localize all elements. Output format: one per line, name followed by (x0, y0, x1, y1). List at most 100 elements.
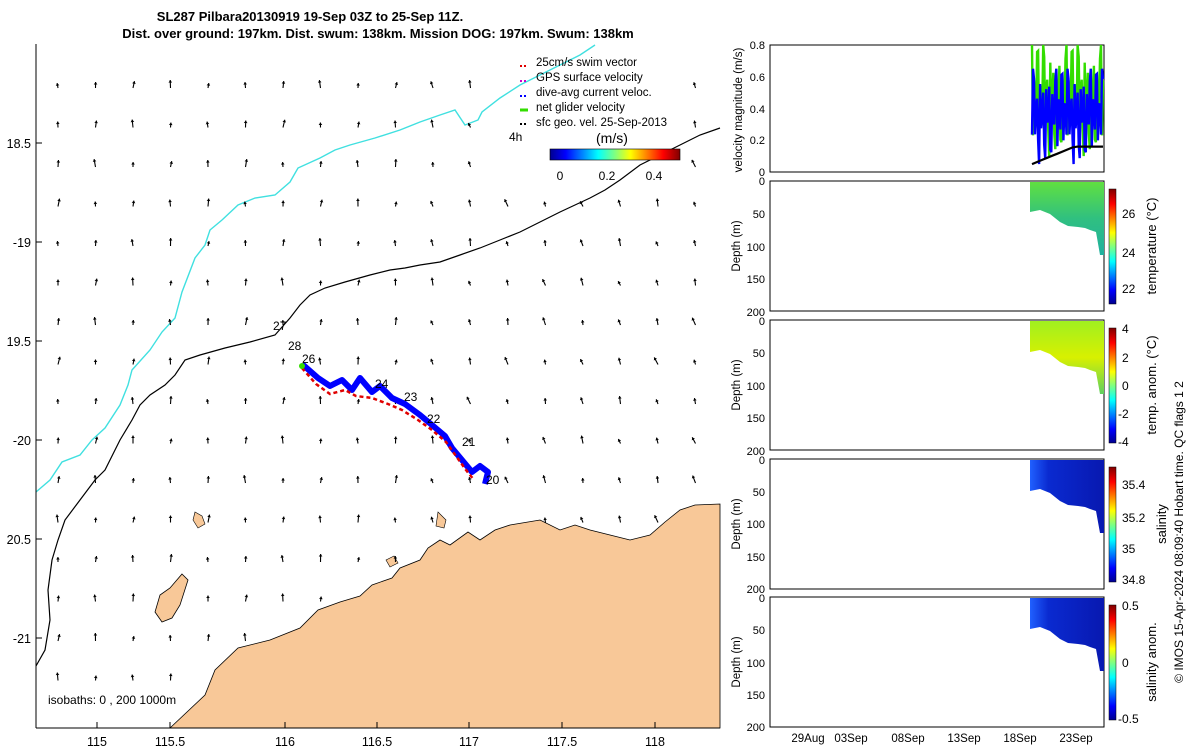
sfc-velocity-arrow (467, 199, 472, 207)
sfc-velocity-arrow (655, 279, 659, 286)
sfc-velocity-arrow (318, 438, 323, 444)
sfc-velocity-arrow (541, 278, 546, 286)
sfc-velocity-arrow (393, 517, 397, 523)
map-y-tick-label: -19 (13, 236, 31, 250)
legend-label-dive-avg: dive-avg current veloc. (536, 87, 652, 99)
sfc-velocity-arrow (504, 199, 509, 207)
sfc-velocity-arrow (243, 555, 248, 563)
sfc-velocity-arrow (244, 278, 248, 286)
sfc-velocity-arrow (429, 81, 434, 89)
depth-tick: 100 (747, 658, 765, 670)
temperature-panel: Depth (m) 26 24 22 temperature (°C) (731, 180, 1159, 312)
temperature-data-fill (1030, 182, 1104, 255)
sfc-velocity-arrow (169, 553, 173, 563)
figure-title: SL287 Pilbara20130919 19-Sep 03Z to 25-S… (157, 9, 463, 24)
day-label: 21 (462, 435, 476, 449)
sfc-velocity-arrow (168, 634, 173, 642)
sfc-velocity-arrow (542, 436, 547, 444)
sfc-velocity-arrow (281, 358, 286, 365)
sfc-velocity-arrow (131, 200, 136, 207)
sfc-velocity-arrow (655, 198, 660, 207)
sfc-velocity-arrow (57, 198, 61, 207)
sfc-velocity-arrow (355, 159, 360, 168)
isobath-note: isobaths: 0 , 200 1000m (48, 693, 176, 707)
sfc-velocity-arrow (243, 120, 248, 128)
temp-anomaly-y-label: Depth (m) (731, 359, 743, 410)
sfc-velocity-arrow (94, 397, 98, 405)
sfc-velocity-arrow (356, 398, 361, 405)
map-x-tick-label: 117 (459, 735, 479, 749)
sfc-velocity-arrow (169, 161, 173, 168)
temperature-colorbar (1108, 188, 1117, 305)
sfc-velocity-arrow (357, 279, 361, 286)
sfc-velocity-arrow (543, 359, 547, 365)
sfc-velocity-arrow (430, 516, 434, 523)
map-x-tick-label: 118 (645, 735, 665, 749)
legend-label-gps: GPS surface velocity (536, 72, 643, 84)
map-colorbar (549, 148, 681, 161)
day-label: 23 (404, 390, 418, 404)
time-tick-label: 23Sep (1059, 733, 1092, 745)
sfc-velocity-arrow (356, 240, 361, 247)
temp-anomaly-colorbar-tick: 4 (1122, 322, 1129, 336)
depth-tick: 200 (747, 307, 765, 319)
temp-anomaly-colorbar-label: temp. anom. (°C) (1144, 335, 1159, 434)
sfc-velocity-arrow (131, 319, 135, 326)
depth-tick: 0 (759, 316, 765, 328)
sfc-velocity-arrow (56, 437, 60, 444)
sfc-velocity-arrow (505, 241, 509, 247)
sfc-velocity-arrow (57, 476, 61, 484)
salinity-anomaly-y-label: Depth (m) (731, 636, 743, 687)
island-small-2 (192, 511, 206, 529)
sfc-velocity-arrow (168, 476, 172, 484)
sfc-velocity-arrow (206, 240, 211, 247)
sfc-velocity-arrow (281, 80, 286, 89)
sfc-velocity-arrow (617, 319, 622, 326)
sfc-velocity-arrow (205, 556, 210, 563)
sfc-velocity-arrow (356, 514, 361, 523)
map-y-tick-label: 20.5 (7, 533, 31, 547)
island-small-1 (435, 511, 447, 529)
sfc-velocity-arrow (242, 475, 247, 484)
sfc-velocity-arrow (691, 437, 696, 444)
dive-avg-current-track (300, 361, 491, 485)
sfc-velocity-arrow (168, 318, 172, 326)
map-colorbar-tick: 0.4 (646, 169, 663, 183)
sfc-velocity-arrow (653, 357, 659, 365)
sfc-velocity-arrow (94, 555, 98, 563)
sfc-velocity-arrow (318, 237, 322, 247)
velocity-y-label: velocity magnitude (m/s) (733, 48, 745, 173)
sfc-velocity-arrow (55, 514, 60, 523)
sfc-velocity-arrow (94, 120, 98, 128)
sfc-velocity-arrow (206, 633, 211, 642)
sfc-velocity-arrow (542, 475, 547, 484)
time-tick-label: 13Sep (947, 733, 980, 745)
sfc-velocity-arrow (691, 159, 696, 168)
sfc-velocity-arrow (356, 121, 361, 128)
sfc-velocity-arrow (93, 632, 98, 642)
sfc-velocity-arrow (56, 398, 60, 405)
time-axis: 29Aug 03Sep 08Sep 13Sep 18Sep 23Sep (791, 733, 1092, 745)
day-label: 28 (288, 339, 302, 353)
time-tick-label: 29Aug (791, 733, 824, 745)
sfc-velocity-arrow (56, 317, 61, 326)
sfc-velocity-arrow (168, 357, 173, 365)
sfc-velocity-arrow (280, 555, 284, 563)
map-y-tick-marks (36, 142, 42, 639)
sfc-velocity-arrow (468, 237, 472, 247)
sfc-velocity-arrow (281, 319, 285, 326)
salinity-anomaly-colorbar-tick: -0.5 (1118, 712, 1139, 726)
sfc-velocity-arrow (243, 359, 248, 365)
sfc-velocity-arrow (205, 279, 210, 286)
sfc-velocity-arrow (394, 359, 398, 365)
depth-tick: 100 (747, 242, 765, 254)
sfc-velocity-arrow (205, 121, 210, 128)
sfc-velocity-arrow (691, 317, 697, 326)
depth-tick: 150 (747, 413, 765, 425)
time-tick-label: 08Sep (891, 733, 924, 745)
sfc-velocity-arrow (617, 515, 622, 523)
sfc-velocity-arrow (692, 201, 697, 207)
map-x-tick-label: 116 (275, 735, 295, 749)
sfc-velocity-arrow (56, 121, 60, 128)
salinity-colorbar-label: salinity (1154, 504, 1169, 544)
